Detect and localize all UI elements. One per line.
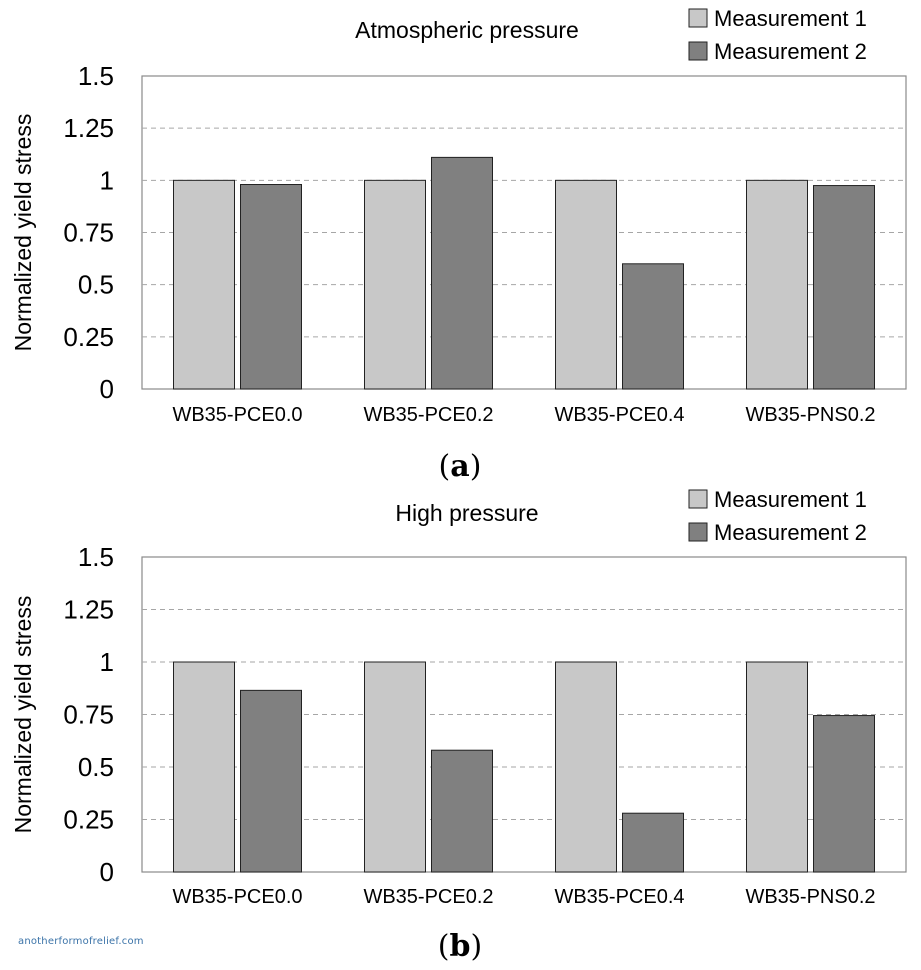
y-tick-label: 1 [100, 165, 114, 195]
panel-label: (b) [438, 929, 482, 964]
legend-swatch [688, 8, 708, 28]
bar-2-wb35-pns0.2 [813, 185, 875, 390]
category-label: WB35-PCE0.2 [363, 404, 493, 426]
bar-2-wb35-pce0.4 [622, 263, 684, 390]
bar-1-wb35-pce0.4 [555, 661, 617, 873]
category-label: WB35-PCE0.2 [363, 886, 493, 908]
legend-label: Measurement 2 [714, 520, 867, 545]
legend-swatch [688, 522, 708, 542]
category-label: WB35-PNS0.2 [745, 886, 875, 908]
y-tick-label: 0.75 [63, 700, 114, 730]
bar-2-wb35-pce0.2 [431, 156, 493, 390]
bar-1-wb35-pce0.4 [555, 179, 617, 390]
category-label: WB35-PCE0.0 [172, 886, 302, 908]
legend-label: Measurement 1 [714, 6, 867, 31]
y-tick-label: 0.5 [78, 752, 114, 782]
category-label: WB35-PCE0.4 [554, 886, 684, 908]
bar-1-wb35-pce0.2 [364, 179, 426, 390]
bar-1-wb35-pce0.0 [173, 661, 235, 873]
y-tick-label: 1.5 [78, 61, 114, 91]
bar-2-wb35-pce0.0 [240, 184, 302, 390]
y-tick-label: 1.25 [63, 113, 114, 143]
bar-1-wb35-pce0.2 [364, 661, 426, 873]
chart-title: Atmospheric pressure [355, 17, 579, 43]
y-tick-label: 1.25 [63, 595, 114, 625]
bar-2-wb35-pce0.0 [240, 689, 302, 873]
y-tick-label: 0 [100, 374, 114, 404]
bar-2-wb35-pce0.2 [431, 749, 493, 873]
y-tick-label: 0.5 [78, 270, 114, 300]
chart-title: High pressure [395, 500, 538, 526]
y-axis-label: Normalized yield stress [10, 114, 36, 352]
legend-swatch [688, 489, 708, 509]
y-tick-label: 1 [100, 647, 114, 677]
category-label: WB35-PCE0.4 [554, 404, 684, 426]
bar-1-wb35-pns0.2 [746, 661, 808, 873]
panel-label: (a) [439, 449, 482, 484]
category-label: WB35-PNS0.2 [745, 404, 875, 426]
watermark-text: anotherformofrelief.com [18, 936, 144, 947]
y-tick-label: 0.25 [63, 322, 114, 352]
y-tick-label: 0.25 [63, 805, 114, 835]
y-tick-label: 0 [100, 857, 114, 887]
y-axis-label: Normalized yield stress [10, 596, 36, 834]
y-tick-label: 0.75 [63, 218, 114, 248]
category-label: WB35-PCE0.0 [172, 404, 302, 426]
legend-label: Measurement 2 [714, 39, 867, 64]
y-tick-label: 1.5 [78, 542, 114, 572]
bar-2-wb35-pce0.4 [622, 812, 684, 873]
legend-label: Measurement 1 [714, 487, 867, 512]
bar-1-wb35-pce0.0 [173, 179, 235, 390]
legend-swatch [688, 41, 708, 61]
bar-2-wb35-pns0.2 [813, 715, 875, 873]
bar-1-wb35-pns0.2 [746, 179, 808, 390]
